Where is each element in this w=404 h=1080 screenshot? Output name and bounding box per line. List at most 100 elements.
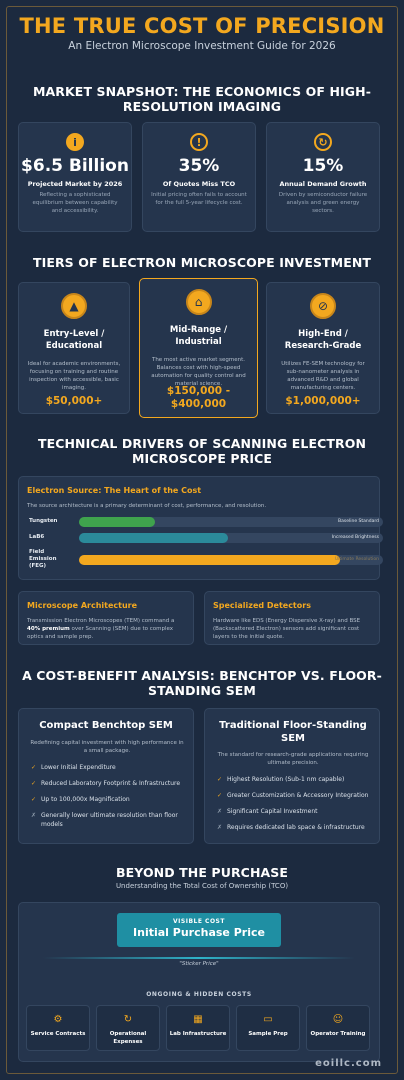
check-icon: ✓ [31, 764, 37, 771]
electron-source-title: Electron Source: The Heart of the Cost [27, 486, 202, 495]
architecture-title: Microscope Architecture [27, 601, 138, 610]
benchtop-card: Compact Benchtop SEM Redefining capital … [18, 708, 194, 844]
tiers-heading: TIERS OF ELECTRON MICROSCOPE INVESTMENT [32, 255, 372, 270]
tier-price: $50,000+ [45, 395, 103, 407]
architecture-desc-post: over Scanning (SEM) due to complex optic… [27, 626, 174, 640]
stat-value: 15% [302, 156, 344, 176]
check-icon: ✓ [217, 792, 223, 799]
footer-brand: eoillc.com [315, 1058, 382, 1069]
bar-tag: Ultimate Resolution [334, 557, 379, 562]
benchtop-item-text: Up to 100,000x Magnification [41, 796, 130, 803]
bar-tag: Baseline Standard [338, 519, 379, 524]
stat-label: Of Quotes Miss TCO [162, 180, 236, 188]
hidden-cost-label: Operational Expenses [109, 1031, 147, 1045]
dollar-icon: i [66, 133, 84, 151]
architecture-premium: 40% premium [27, 626, 70, 632]
hidden-cost-sample-prep: ▭ Sample Prep [236, 1005, 300, 1051]
floor-desc: The standard for research-grade applicat… [217, 752, 369, 766]
tier-name: Entry-Level / Educational [43, 329, 105, 351]
stat-card-market: i $6.5 Billion Projected Market by 2026 … [18, 122, 132, 232]
stat-value: 35% [178, 156, 220, 176]
detectors-title: Specialized Detectors [213, 601, 311, 610]
floor-card: Traditional Floor-Standing SEM The stand… [204, 708, 380, 844]
industrial-icon: ⌂ [185, 289, 212, 315]
bar-track: Baseline Standard [79, 517, 383, 527]
sample-tray-icon: ▭ [263, 1014, 273, 1025]
hidden-cost-label: Service Contracts [30, 1031, 86, 1037]
tco-heading: BEYOND THE PURCHASE [115, 865, 289, 880]
tier-card-entry: ▲ Entry-Level / Educational Ideal for ac… [18, 282, 130, 414]
benchtop-item: ✓ Reduced Laboratory Footprint & Infrastr… [31, 779, 189, 788]
bar-lab6: LaB6 Increased Brightness [29, 533, 383, 543]
bar-tag: Increased Brightness [331, 535, 379, 540]
tier-name: High-End / Research-Grade [284, 329, 362, 351]
tier-desc: The most active market segment. Balances… [151, 357, 246, 387]
cross-icon: ✗ [217, 808, 223, 815]
page-title: THE TRUE COST OF PRECISION [19, 14, 385, 38]
stat-desc: Driven by semiconductor failure analysis… [278, 192, 368, 214]
stat-desc: Initial pricing often fails to account f… [151, 192, 247, 206]
detectors-desc: Hardware like EDS (Energy Dispersive X-r… [213, 618, 361, 640]
market-heading: MARKET SNAPSHOT: THE ECONOMICS OF HIGH-R… [32, 84, 372, 114]
stat-label: Annual Demand Growth [279, 180, 367, 188]
hidden-cost-label: Sample Prep [248, 1031, 288, 1037]
visible-cost-box: VISIBLE COST Initial Purchase Price [117, 913, 281, 947]
hidden-costs-heading: ONGOING & HIDDEN COSTS [146, 991, 252, 998]
architecture-desc-pre: Transmission Electron Microscopes (TEM) … [27, 618, 175, 624]
stat-desc: Reflecting a sophisticated equilibrium b… [32, 192, 118, 214]
cross-icon: ✗ [31, 812, 37, 819]
bar-fill [79, 555, 341, 565]
gear-icon: ⚙ [53, 1014, 63, 1025]
bar-track: Ultimate Resolution [79, 555, 383, 565]
cross-icon: ✗ [217, 824, 223, 831]
bar-tungsten: Tungsten Baseline Standard [29, 517, 383, 527]
visible-cost-label: VISIBLE COST [173, 918, 225, 925]
bar-label: Field Emission (FEG) [29, 549, 57, 569]
check-icon: ✓ [31, 796, 37, 803]
bar-fill [79, 517, 155, 527]
floor-item: ✗ Significant Capital Investment [217, 807, 375, 816]
refresh-icon: ↻ [314, 133, 332, 151]
floor-item-text: Significant Capital Investment [227, 808, 318, 815]
alert-icon: ! [190, 133, 208, 151]
floor-item-text: Greater Customization & Accessory Integr… [227, 792, 369, 799]
drivers-heading: TECHNICAL DRIVERS OF SCANNING ELECTRON M… [37, 436, 367, 466]
benchtop-item-text: Lower Initial Expenditure [41, 764, 116, 771]
visible-cost-title: Initial Purchase Price [133, 926, 265, 939]
waterline-divider [43, 957, 355, 959]
stat-card-quotes: ! 35% Of Quotes Miss TCO Initial pricing… [142, 122, 256, 232]
research-icon: ⊘ [310, 293, 336, 319]
hidden-cost-infrastructure: ▦ Lab Infrastructure [166, 1005, 230, 1051]
benchtop-item: ✗ Generally lower ultimate resolution tha… [31, 811, 189, 829]
architecture-panel: Microscope Architecture Transmission Ele… [18, 591, 194, 645]
tier-price: $1,000,000+ [285, 395, 361, 407]
floor-item-text: Requires dedicated lab space & infrastru… [227, 824, 365, 831]
architecture-desc: Transmission Electron Microscopes (TEM) … [27, 617, 189, 641]
benchtop-item-text: Reduced Laboratory Footprint & Infrastru… [41, 780, 181, 787]
tco-subheading: Understanding the Total Cost of Ownershi… [115, 882, 289, 890]
floor-item-text: Highest Resolution (Sub-1 nm capable) [227, 776, 345, 783]
comparison-heading: A COST-BENEFIT ANALYSIS: BENCHTOP VS. FL… [22, 668, 382, 698]
tier-card-mid: ⌂ Mid-Range / Industrial The most active… [139, 278, 258, 418]
floor-item: ✗ Requires dedicated lab space & infrastr… [217, 823, 375, 832]
floor-item: ✓ Highest Resolution (Sub-1 nm capable) [217, 775, 375, 784]
bar-feg: Field Emission (FEG) Ultimate Resolution [29, 549, 383, 569]
electron-source-panel: Electron Source: The Heart of the Cost T… [18, 476, 383, 580]
page-frame [6, 6, 398, 1074]
benchtop-desc: Redefining capital investment with high … [30, 740, 184, 754]
bar-fill [79, 533, 228, 543]
benchtop-item: ✓ Up to 100,000x Magnification [31, 795, 189, 804]
detectors-panel: Specialized Detectors Hardware like EDS … [204, 591, 380, 645]
benchtop-item-text: Generally lower ultimate resolution than… [41, 812, 178, 828]
hidden-cost-operational: ↻ Operational Expenses [96, 1005, 160, 1051]
hidden-cost-service: ⚙ Service Contracts [26, 1005, 90, 1051]
stat-label: Projected Market by 2026 [27, 180, 123, 188]
stat-value: $6.5 Billion [21, 156, 129, 176]
hidden-cost-training: ☺ Operator Training [306, 1005, 370, 1051]
people-icon: ☺ [332, 1014, 344, 1025]
bar-label: Tungsten [29, 518, 58, 524]
check-icon: ✓ [217, 776, 223, 783]
tier-name: Mid-Range / Industrial [169, 325, 228, 347]
tier-price: $150,000 - $400,000 [166, 385, 231, 410]
benchtop-title: Compact Benchtop SEM [39, 720, 173, 731]
